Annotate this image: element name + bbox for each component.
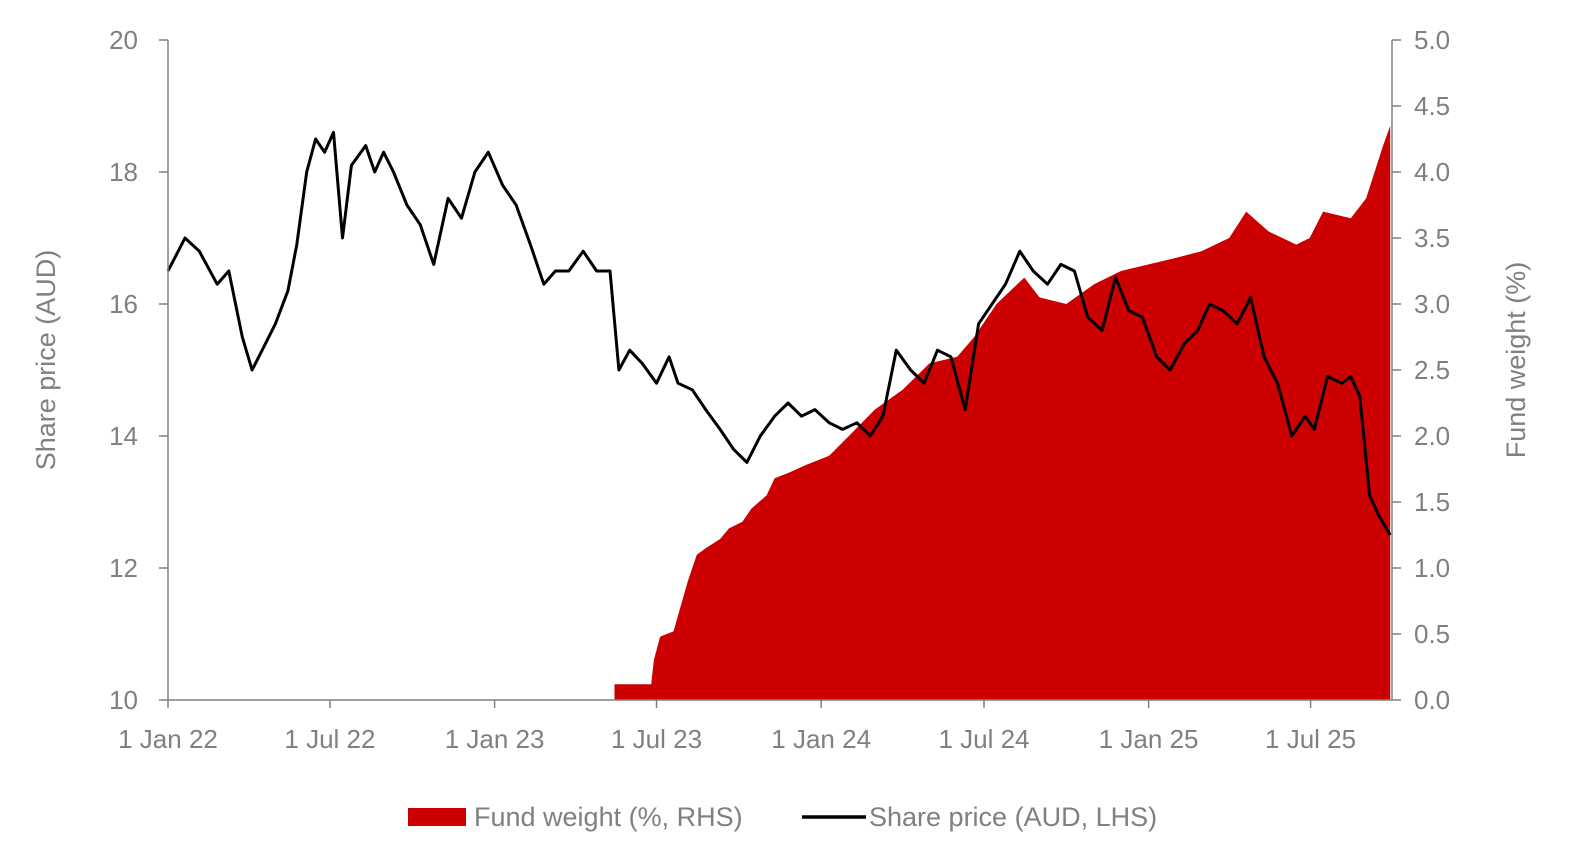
left-tick-label: 18 bbox=[109, 157, 138, 187]
left-tick-label: 16 bbox=[109, 289, 138, 319]
right-tick-label: 4.0 bbox=[1414, 157, 1450, 187]
right-axis-ticks: 0.0 0.5 1.0 1.5 2.0 2.5 3.0 3.5 4.0 4.5 5.0 bbox=[1392, 25, 1450, 715]
x-tick-label: 1 Jan 22 bbox=[118, 724, 218, 754]
legend: Fund weight (%, RHS) Share price (AUD, L… bbox=[408, 802, 1157, 832]
left-tick-label: 14 bbox=[109, 421, 138, 451]
x-tick-label: 1 Jul 23 bbox=[611, 724, 702, 754]
right-tick-label: 0.0 bbox=[1414, 685, 1450, 715]
right-tick-label: 3.0 bbox=[1414, 289, 1450, 319]
left-tick-label: 12 bbox=[109, 553, 138, 583]
x-tick-label: 1 Jul 24 bbox=[938, 724, 1029, 754]
left-axis-title: Share price (AUD) bbox=[31, 250, 61, 471]
fund-weight-area-layer bbox=[614, 125, 1391, 701]
x-tick-label: 1 Jul 22 bbox=[284, 724, 375, 754]
right-axis-title: Fund weight (%) bbox=[1501, 262, 1531, 459]
legend-swatch-fund-weight bbox=[408, 808, 466, 826]
left-tick-label: 20 bbox=[109, 25, 138, 55]
right-tick-label: 3.5 bbox=[1414, 223, 1450, 253]
right-tick-label: 2.5 bbox=[1414, 355, 1450, 385]
right-tick-label: 5.0 bbox=[1414, 25, 1450, 55]
share-price-line bbox=[166, 130, 1392, 536]
right-tick-label: 1.5 bbox=[1414, 487, 1450, 517]
x-tick-label: 1 Jan 25 bbox=[1099, 724, 1199, 754]
share-price-line-layer bbox=[166, 130, 1392, 536]
legend-label-fund-weight: Fund weight (%, RHS) bbox=[474, 802, 743, 832]
right-tick-label: 4.5 bbox=[1414, 91, 1450, 121]
left-axis-ticks: 10 12 14 16 18 20 bbox=[109, 25, 168, 715]
x-tick-label: 1 Jul 25 bbox=[1265, 724, 1356, 754]
x-tick-label: 1 Jan 23 bbox=[445, 724, 545, 754]
legend-label-share-price: Share price (AUD, LHS) bbox=[869, 802, 1157, 832]
right-tick-label: 1.0 bbox=[1414, 553, 1450, 583]
right-tick-label: 0.5 bbox=[1414, 619, 1450, 649]
x-axis-ticks: 1 Jan 22 1 Jul 22 1 Jan 23 1 Jul 23 1 Jan 24… bbox=[118, 700, 1356, 754]
x-tick-label: 1 Jan 24 bbox=[771, 724, 871, 754]
left-tick-label: 10 bbox=[109, 685, 138, 715]
fund-weight-area bbox=[614, 125, 1391, 701]
right-tick-label: 2.0 bbox=[1414, 421, 1450, 451]
